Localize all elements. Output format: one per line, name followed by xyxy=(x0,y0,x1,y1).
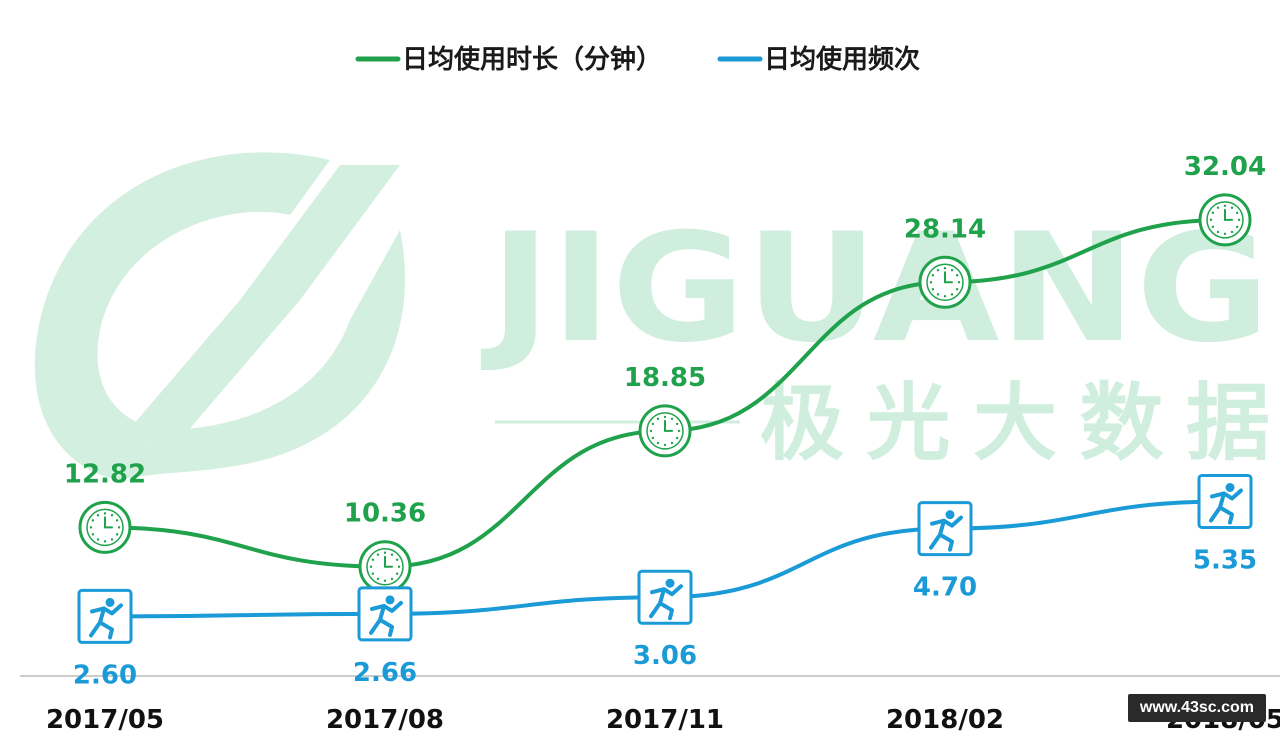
data-label-duration: 12.82 xyxy=(64,459,146,489)
legend: 日均使用时长（分钟） 日均使用频次 xyxy=(355,44,920,75)
clock-icon xyxy=(638,404,692,458)
data-label-duration: 18.85 xyxy=(624,363,706,393)
x-tick-label: 2018/02 xyxy=(886,705,1004,732)
clock-icon xyxy=(358,540,412,594)
site-badge: www.43sc.com xyxy=(1127,694,1266,722)
data-label-duration: 10.36 xyxy=(344,499,426,529)
runner-icon xyxy=(1197,473,1253,529)
clock-icon xyxy=(78,500,132,554)
watermark-logo-icon xyxy=(34,152,405,481)
series-markers xyxy=(77,193,1253,644)
runner-icon xyxy=(357,586,413,642)
data-label-frequency: 2.66 xyxy=(353,658,417,688)
data-label-frequency: 3.06 xyxy=(633,641,697,671)
legend-label-duration: 日均使用时长（分钟） xyxy=(402,44,662,75)
data-labels: 12.82 10.36 18.85 28.14 32.04 2.60 2.66 3.06 4.7… xyxy=(64,152,1266,691)
runner-icon xyxy=(77,588,133,644)
x-tick-label: 2017/11 xyxy=(606,705,724,732)
x-tick-label: 2017/08 xyxy=(326,705,444,732)
data-label-frequency: 4.70 xyxy=(913,573,977,603)
runner-icon xyxy=(917,501,973,557)
legend-item-duration: 日均使用时长（分钟） xyxy=(355,44,662,75)
legend-item-frequency: 日均使用频次 xyxy=(717,45,920,75)
legend-label-frequency: 日均使用频次 xyxy=(764,45,920,75)
clock-icon xyxy=(1198,193,1252,247)
data-label-duration: 32.04 xyxy=(1184,152,1266,182)
runner-icon xyxy=(637,569,693,625)
watermark-cn-text: 极光大数据 xyxy=(760,374,1270,472)
data-label-duration: 28.14 xyxy=(904,214,986,244)
data-label-frequency: 2.60 xyxy=(73,660,137,690)
data-label-frequency: 5.35 xyxy=(1193,545,1257,575)
x-tick-label: 2017/05 xyxy=(46,705,164,732)
clock-icon xyxy=(918,255,972,309)
